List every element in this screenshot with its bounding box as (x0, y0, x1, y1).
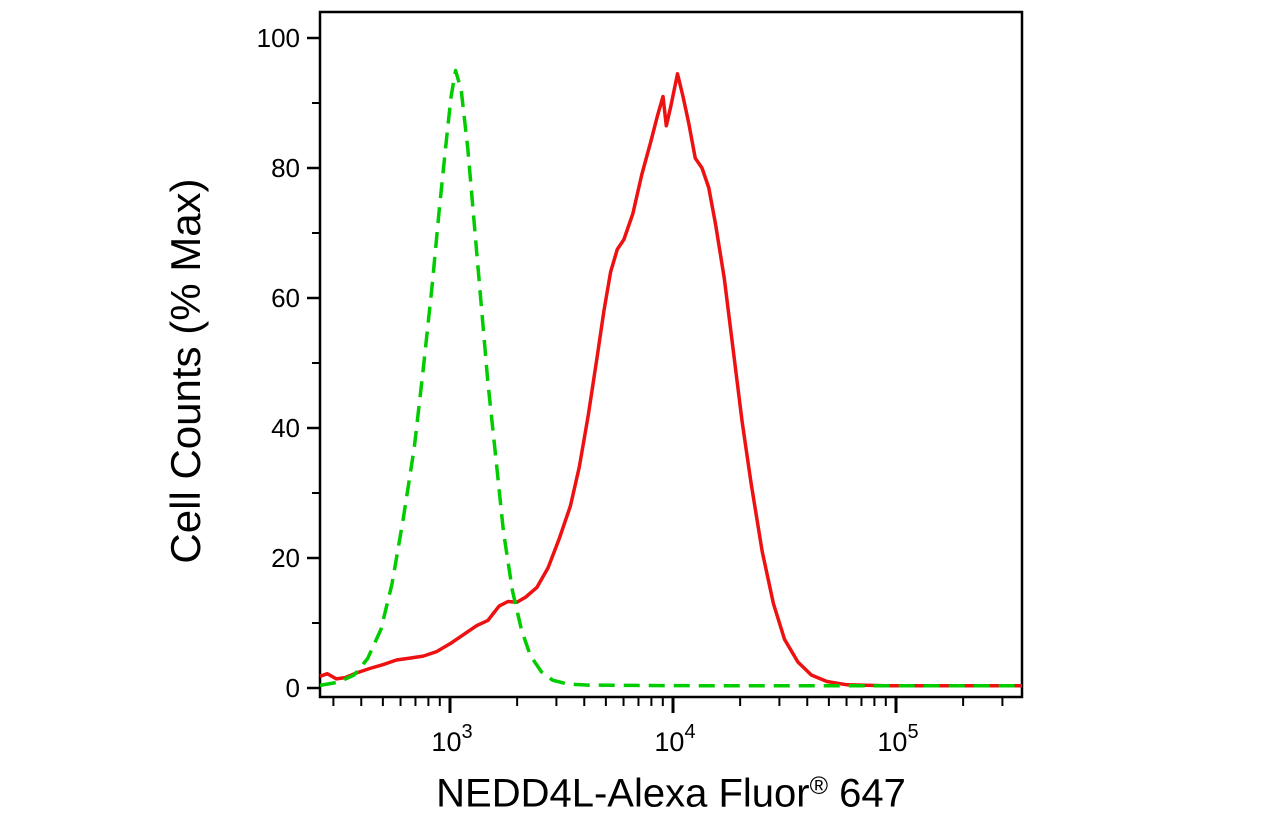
x-tick-label: 105 (877, 721, 918, 757)
y-tick-label: 40 (271, 413, 300, 443)
x-tick-label: 104 (654, 721, 695, 757)
series-green-dashed (319, 68, 1022, 688)
plot-box (318, 10, 1024, 699)
registered-trademark-symbol: ® (809, 772, 829, 800)
y-axis-title: Cell Counts (% Max) (162, 178, 209, 564)
y-axis: 0 20 40 60 80 100 (257, 23, 320, 703)
series-red-solid (319, 72, 1022, 688)
y-tick-label: 100 (257, 23, 300, 53)
x-axis-title-suffix: 647 (828, 771, 906, 816)
x-axis-title: NEDD4L-Alexa Fluor® 647 (320, 770, 1022, 816)
y-tick-label: 60 (271, 283, 300, 313)
series-group (319, 68, 1022, 688)
x-tick-label: 103 (431, 721, 472, 757)
y-tick-label: 80 (271, 153, 300, 183)
y-tick-label: 0 (286, 673, 300, 703)
y-tick-label: 20 (271, 543, 300, 573)
x-axis: 103 104 105 (332, 697, 1004, 757)
x-axis-title-main: NEDD4L-Alexa Fluor (436, 771, 810, 816)
